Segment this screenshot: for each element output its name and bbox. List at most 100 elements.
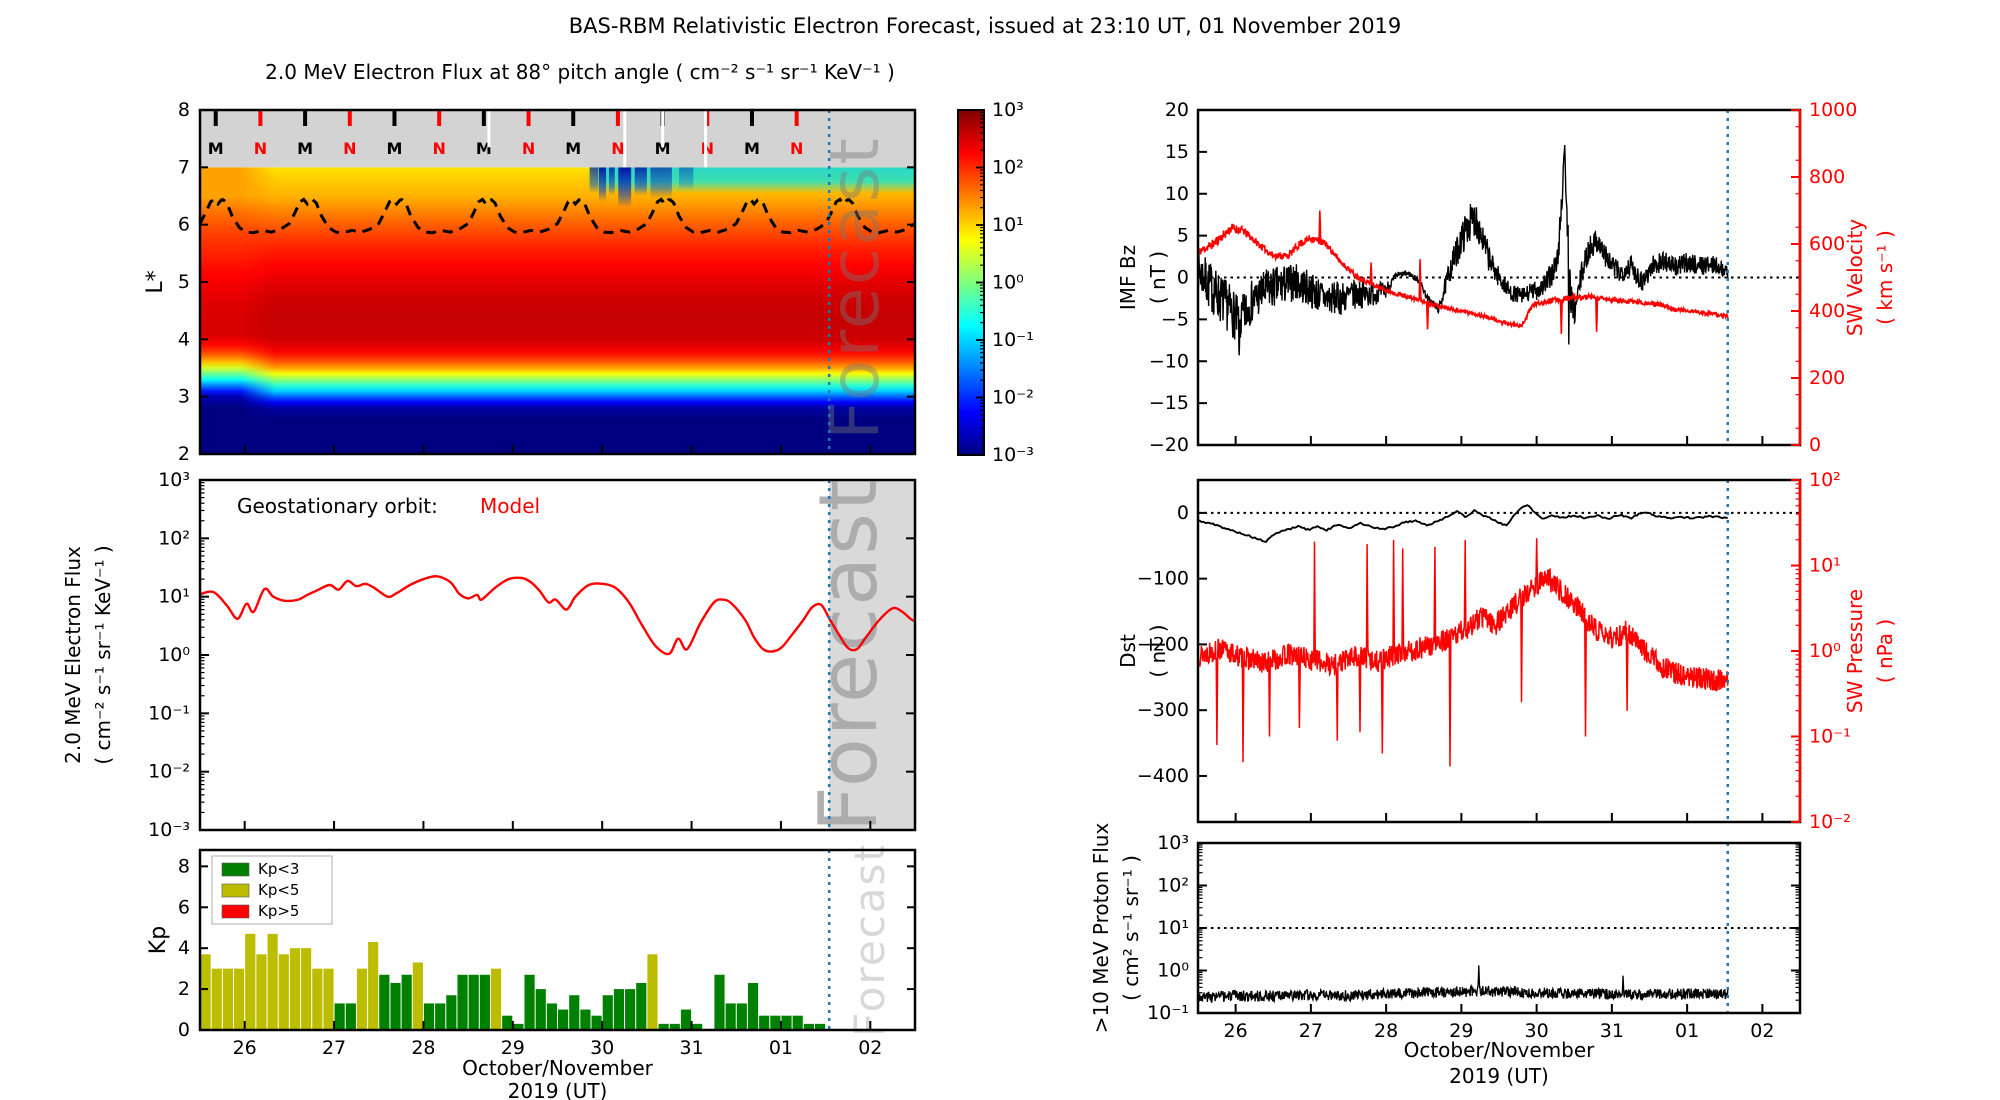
svg-text:−10: −10: [1149, 350, 1189, 372]
svg-text:10¹: 10¹: [1157, 917, 1189, 939]
proton-ylabel-2: ( cm² s⁻¹ sr⁻¹ ): [1119, 855, 1143, 1001]
svg-text:−20: −20: [1149, 434, 1189, 456]
svg-text:4: 4: [178, 937, 190, 959]
forecast-shaded-region: [829, 480, 915, 830]
svg-text:10⁻³: 10⁻³: [148, 819, 190, 841]
left-xlabel-1: October/November: [462, 1056, 654, 1080]
svg-text:29: 29: [501, 1037, 525, 1059]
svg-text:15: 15: [1165, 141, 1189, 163]
svg-text:N: N: [254, 139, 267, 158]
svg-text:10⁰: 10⁰: [158, 644, 190, 666]
legend-model-label: Model: [480, 494, 540, 518]
kp-bar: [558, 1009, 569, 1030]
svg-text:−15: −15: [1149, 392, 1189, 414]
kp-bar: [502, 1015, 513, 1030]
kp-bar: [222, 968, 234, 1030]
kp-bar: [814, 1023, 826, 1030]
kp-bar: [401, 974, 412, 1030]
svg-text:N: N: [343, 139, 356, 158]
spectrogram-ylabel: L*: [143, 270, 168, 293]
kp-bar: [345, 1003, 356, 1030]
svg-text:M: M: [387, 139, 403, 158]
kp-legend-label: Kp>5: [258, 902, 299, 920]
svg-text:N: N: [432, 139, 445, 158]
svg-text:2: 2: [178, 443, 190, 465]
svg-text:N: N: [522, 139, 535, 158]
svg-text:−5: −5: [1161, 308, 1189, 330]
svg-text:1000: 1000: [1809, 99, 1857, 121]
kp-bar: [747, 982, 759, 1030]
kp-bar: [368, 942, 379, 1030]
svg-text:01: 01: [1675, 1020, 1699, 1042]
flux-ylabel-1: 2.0 MeV Electron Flux: [61, 546, 85, 764]
svg-text:26: 26: [1224, 1020, 1248, 1042]
kp-bar: [546, 1003, 557, 1030]
svg-text:10²: 10²: [1157, 875, 1189, 897]
svg-text:28: 28: [411, 1037, 435, 1059]
geo-orbit-dashed-line: [198, 197, 916, 235]
svg-text:600: 600: [1809, 233, 1845, 255]
svg-text:31: 31: [1600, 1020, 1624, 1042]
kp-bar: [580, 1009, 591, 1030]
kp-bar: [457, 974, 468, 1030]
kp-bar: [714, 974, 725, 1030]
svg-text:30: 30: [1525, 1020, 1549, 1042]
svg-text:−100: −100: [1137, 568, 1189, 590]
kp-bar: [636, 982, 647, 1030]
svg-text:4: 4: [178, 328, 190, 350]
right-xlabel-1: October/November: [1404, 1038, 1596, 1062]
svg-text:28: 28: [1374, 1020, 1398, 1042]
svg-text:10⁻²: 10⁻²: [148, 761, 190, 783]
svg-text:10²: 10²: [158, 527, 190, 549]
svg-text:10⁻²: 10⁻²: [1809, 811, 1851, 833]
page-title: BAS-RBM Relativistic Electron Forecast, …: [568, 14, 1402, 38]
svg-text:10²: 10²: [992, 157, 1024, 179]
svg-text:M: M: [655, 139, 671, 158]
kp-bar: [234, 968, 245, 1030]
kp-bar: [479, 974, 490, 1030]
svg-text:26: 26: [233, 1037, 257, 1059]
svg-text:10¹: 10¹: [992, 214, 1024, 236]
kp-bar: [289, 948, 301, 1030]
kp-bar: [692, 1023, 703, 1030]
svg-text:10¹: 10¹: [158, 586, 190, 608]
svg-text:−200: −200: [1137, 633, 1189, 655]
velocity-ylabel-2: ( km s⁻¹ ): [1873, 230, 1897, 325]
kp-bar: [245, 933, 256, 1030]
kp-ylabel: Kp: [146, 926, 171, 954]
svg-text:−300: −300: [1137, 699, 1189, 721]
svg-text:200: 200: [1809, 367, 1845, 389]
kp-bar: [435, 1003, 446, 1030]
kp-bar: [602, 995, 613, 1030]
svg-text:01: 01: [769, 1037, 793, 1059]
kp-bar: [323, 968, 334, 1030]
kp-bar: [647, 954, 658, 1030]
svg-text:27: 27: [322, 1037, 346, 1059]
kp-bar: [256, 954, 267, 1030]
svg-text:10⁻³: 10⁻³: [992, 444, 1034, 466]
svg-text:29: 29: [1449, 1020, 1473, 1042]
forecast-watermark-kp: Forecast: [845, 843, 894, 1037]
kp-legend-label: Kp<5: [258, 881, 299, 899]
kp-bar: [658, 1023, 669, 1030]
proton-ylabel-1: >10 MeV Proton Flux: [1089, 823, 1113, 1034]
kp-bar: [781, 1015, 792, 1030]
pressure-ylabel-1: SW Pressure: [1843, 589, 1867, 713]
svg-text:0: 0: [1177, 267, 1189, 289]
kp-bar: [278, 954, 289, 1030]
flux-ylabel-2: ( cm⁻² s⁻¹ sr⁻¹ KeV⁻¹ ): [91, 545, 115, 764]
svg-text:10⁻²: 10⁻²: [992, 387, 1034, 409]
kp-bar: [334, 1003, 345, 1030]
bz-ylabel-1: IMF Bz: [1116, 245, 1140, 310]
velocity-ylabel-1: SW Velocity: [1843, 219, 1867, 336]
kp-bar: [625, 989, 636, 1030]
svg-text:N: N: [790, 139, 803, 158]
kp-bar: [490, 968, 502, 1030]
svg-text:10²: 10²: [1809, 469, 1841, 491]
dst-ylabel-2: ( nT ): [1146, 624, 1170, 677]
svg-text:10⁻¹: 10⁻¹: [1809, 726, 1851, 748]
svg-text:N: N: [611, 139, 624, 158]
svg-text:5: 5: [178, 271, 190, 293]
kp-bar: [736, 1003, 747, 1030]
